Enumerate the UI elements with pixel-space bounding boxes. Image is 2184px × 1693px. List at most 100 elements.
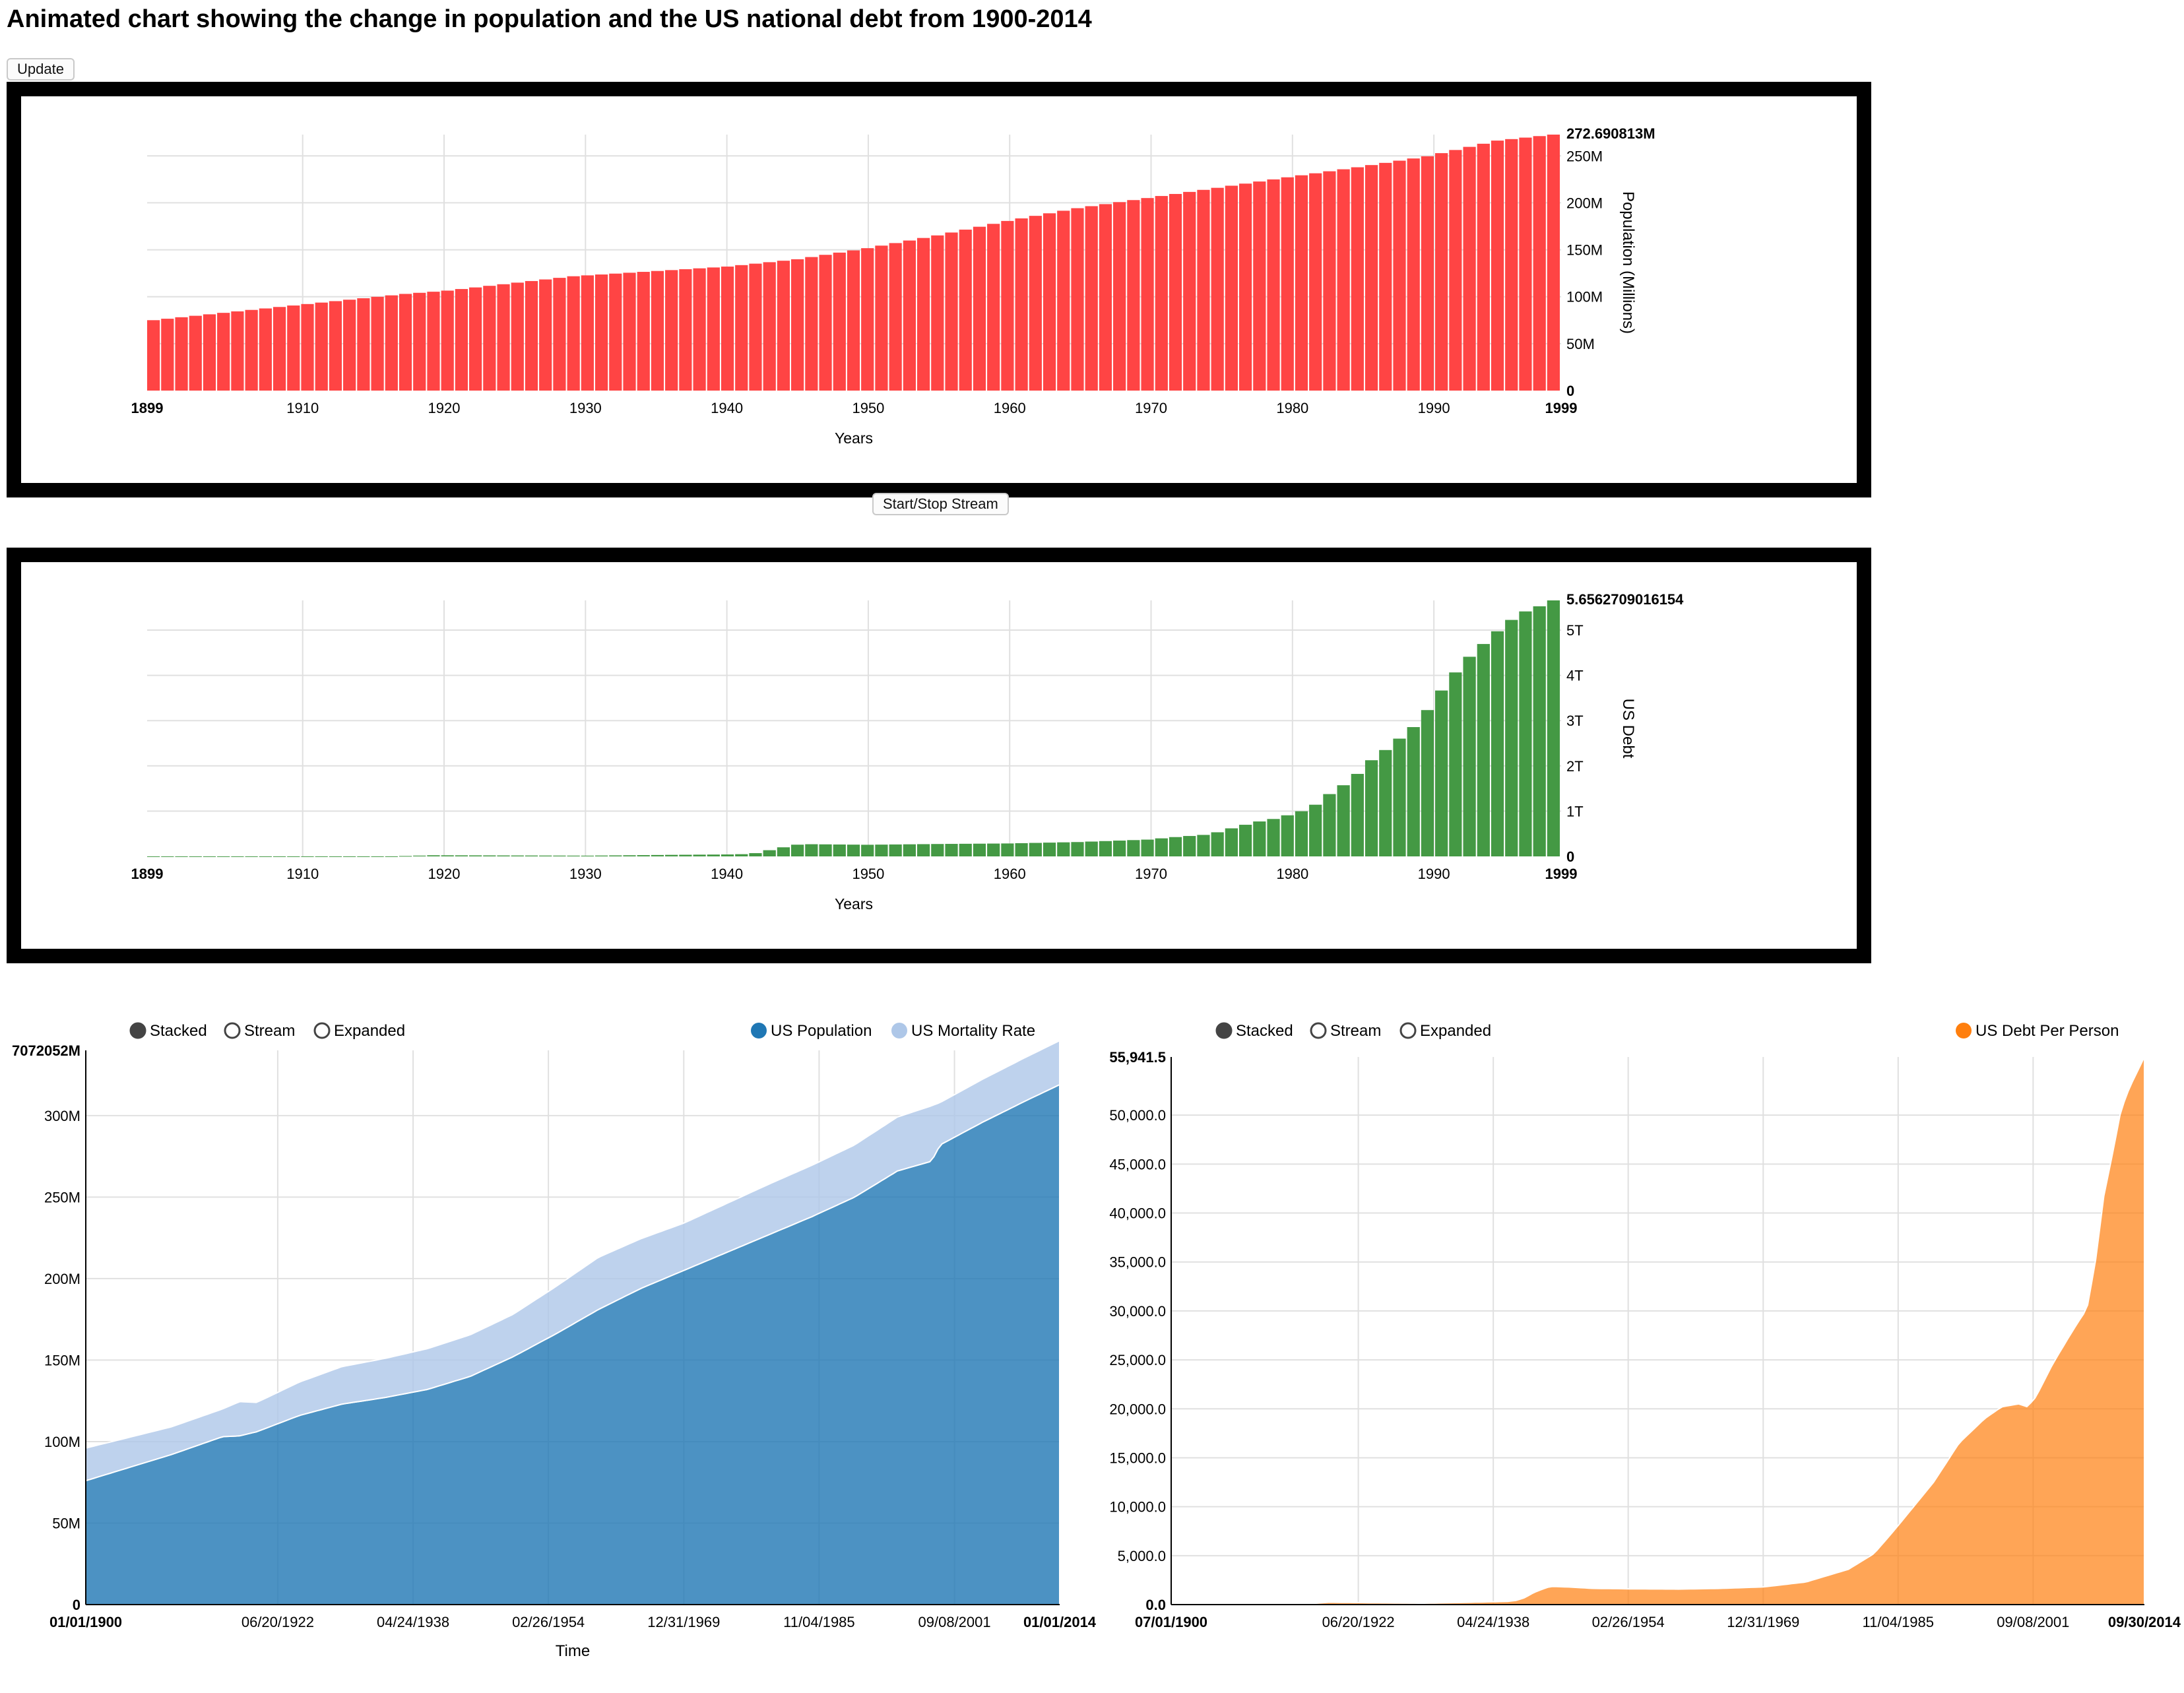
debt-bar-chart-panel: 0 1T 2T 3T 4T 5T 5.6562709016154 1899 1910 1920 19… (7, 548, 1871, 963)
population-area-legend-us-mortality-rate-label[interactable]: US Mortality Rate (911, 1022, 1035, 1040)
debt-bar-1937 (679, 854, 692, 856)
debt-per-person-legend-us-debt-per-person-swatch[interactable] (1956, 1023, 1972, 1038)
population-bar-1941 (735, 265, 748, 391)
population-bar-1912 (329, 301, 342, 391)
debt-bar-1996 (1505, 620, 1518, 856)
debt-per-person-mode-stacked-label[interactable]: Stacked (1236, 1022, 1293, 1040)
debt-bar-1969 (1127, 840, 1140, 856)
population-bar-1983 (1323, 171, 1336, 391)
debt-per-person-mode-expanded-label[interactable]: Expanded (1420, 1022, 1491, 1040)
debt-per-person-mode-stacked-radio[interactable] (1215, 1022, 1233, 1039)
population-bar-1921 (455, 289, 468, 391)
debt-bar-1974 (1197, 835, 1210, 856)
debt-bar-1950 (861, 845, 874, 856)
debt-per-person-y-tick-label: 5,000.0 (1118, 1548, 1166, 1564)
population-y-tick-label: 200M (1566, 195, 1603, 211)
population-x-tick-label: 1899 (131, 400, 164, 416)
debt-bar-1980 (1281, 815, 1294, 856)
debt-bar-1998 (1533, 606, 1546, 856)
population-bar-chart: 0 50M 100M 150M 200M 250M 272.690813M 1899 1910 1… (131, 125, 1655, 447)
population-y-tick-label: 0 (1566, 383, 1574, 399)
population-bar-1995 (1491, 141, 1504, 391)
debt-x-tick-label: 1899 (131, 866, 164, 882)
debt-bar-1914 (357, 856, 370, 857)
population-area-series-us-mortality-rate (85, 1039, 1060, 1482)
population-bar-1927 (539, 279, 552, 391)
debt-bar-1913 (343, 856, 356, 857)
debt-x-tick-label: 1970 (1135, 866, 1167, 882)
population-area-legend-us-population-swatch[interactable] (751, 1023, 767, 1038)
debt-bar-1935 (651, 854, 664, 856)
debt-bar-1915 (371, 856, 384, 857)
population-area-mode-expanded-radio[interactable] (313, 1022, 331, 1039)
population-bar-chart-panel: 0 50M 100M 150M 200M 250M 272.690813M 1899 1910 1… (7, 82, 1871, 497)
population-bar-1954 (916, 238, 930, 391)
population-bar-1981 (1295, 175, 1308, 391)
population-area-mode-stacked-radio[interactable] (129, 1022, 146, 1039)
debt-bar-1988 (1393, 738, 1406, 856)
debt-bar-1938 (693, 854, 706, 856)
population-bar-1947 (819, 255, 832, 391)
debt-y-axis-label: US Debt (1619, 699, 1637, 759)
debt-bar-1911 (315, 856, 328, 857)
population-area-x-tick-label: 04/24/1938 (377, 1614, 449, 1630)
population-area-y-tick-label: 50M (52, 1515, 80, 1531)
population-bar-1974 (1197, 189, 1210, 391)
population-y-tick-label: 50M (1566, 336, 1595, 352)
debt-per-person-legend-us-debt-per-person-label[interactable]: US Debt Per Person (1975, 1022, 2119, 1040)
population-bar-1908 (273, 307, 286, 391)
population-x-tick-label: 1999 (1545, 400, 1578, 416)
population-area-y-max-label: 7072052M (12, 1042, 80, 1059)
debt-bar-1986 (1365, 760, 1378, 856)
population-area-y-tick-label: 200M (44, 1271, 80, 1287)
debt-per-person-series-us-debt-per-person (1171, 1056, 2145, 1605)
debt-bar-1973 (1183, 836, 1196, 856)
population-x-tick-label: 1980 (1276, 400, 1308, 416)
population-area-mode-stream-radio[interactable] (224, 1022, 241, 1039)
population-bar-1939 (707, 267, 720, 391)
debt-bar-1975 (1211, 832, 1224, 856)
update-button[interactable]: Update (7, 58, 75, 80)
population-bar-1988 (1393, 160, 1406, 391)
population-area-mode-stream-label[interactable]: Stream (244, 1022, 295, 1040)
population-area-legend-us-population-label[interactable]: US Population (771, 1022, 872, 1040)
debt-bar-1994 (1477, 644, 1490, 856)
debt-bar-1981 (1295, 811, 1308, 856)
start-stop-stream-button[interactable]: Start/Stop Stream (872, 493, 1009, 515)
debt-bar-1985 (1351, 773, 1364, 856)
population-bar-1943 (763, 262, 776, 391)
debt-per-person-mode-stream-radio[interactable] (1310, 1022, 1327, 1039)
population-area-mode-stacked-label[interactable]: Stacked (150, 1022, 207, 1040)
population-bar-1944 (777, 261, 790, 391)
population-bar-1949 (847, 250, 860, 391)
debt-x-tick-label: 1980 (1276, 866, 1308, 882)
population-area-x-tick-label: 02/26/1954 (512, 1614, 585, 1630)
population-x-axis-label: Years (835, 430, 873, 447)
population-bar-1956 (945, 232, 958, 391)
debt-y-tick-label: 2T (1566, 758, 1584, 775)
population-bar-1961 (1015, 218, 1028, 391)
population-x-tick-label: 1950 (852, 400, 884, 416)
debt-bar-1976 (1225, 828, 1238, 856)
population-area-legend-us-mortality-rate-swatch[interactable] (891, 1023, 907, 1038)
debt-bar-chart: 0 1T 2T 3T 4T 5T 5.6562709016154 1899 1910 1920 19… (131, 591, 1685, 912)
population-bar-1980 (1281, 177, 1294, 391)
debt-per-person-mode-stream-label[interactable]: Stream (1330, 1022, 1381, 1040)
debt-per-person-mode-expanded-radio[interactable] (1399, 1022, 1417, 1039)
debt-bar-1983 (1323, 794, 1336, 856)
population-bar-1984 (1337, 169, 1350, 391)
population-y-max-label: 272.690813M (1566, 125, 1655, 142)
debt-bar-1999 (1547, 600, 1560, 856)
debt-bar-1903 (203, 856, 216, 857)
population-area-mode-expanded-label[interactable]: Expanded (334, 1022, 405, 1040)
population-bar-1999 (1547, 135, 1560, 391)
population-bar-1934 (637, 272, 650, 391)
population-bar-1928 (553, 278, 566, 391)
debt-bar-1920 (441, 855, 454, 856)
population-bar-1926 (525, 280, 538, 391)
debt-bar-1979 (1267, 819, 1280, 856)
debt-bar-1959 (987, 843, 1000, 856)
population-bar-1966 (1085, 206, 1098, 391)
debt-bar-1956 (945, 844, 958, 856)
debt-bar-1960 (1001, 843, 1014, 856)
